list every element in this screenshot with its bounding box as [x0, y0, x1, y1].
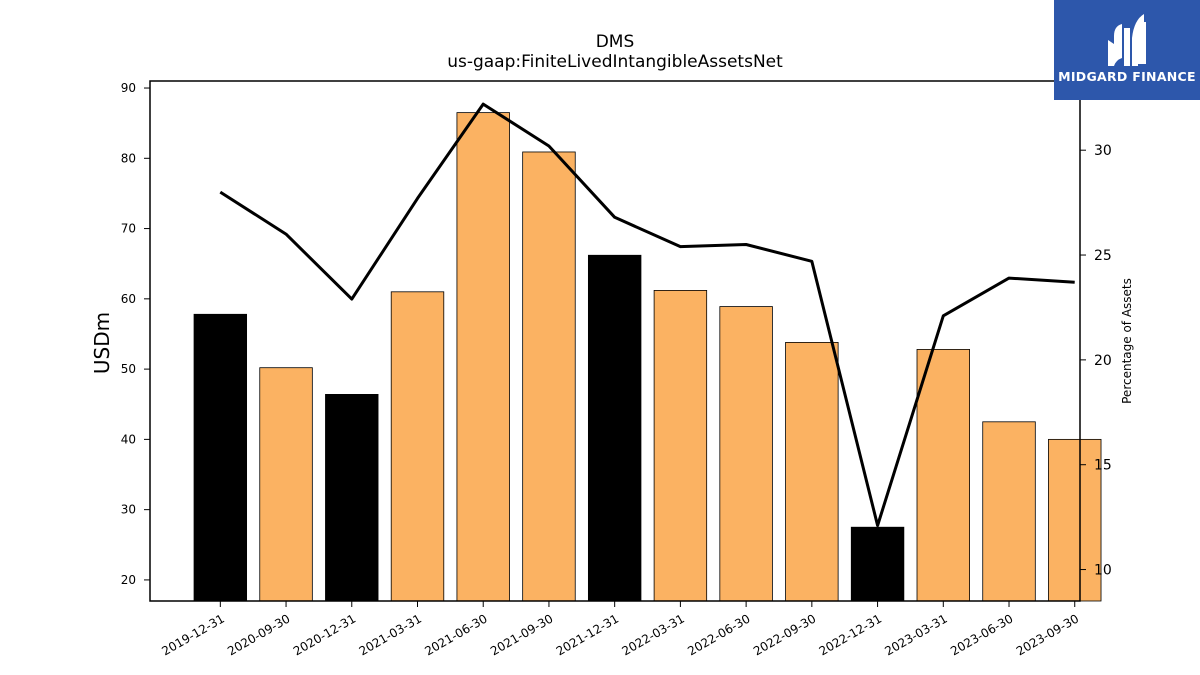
x-tick-label: 2020-09-30 — [225, 611, 292, 658]
x-axis: 2019-12-312020-09-302020-12-312021-03-31… — [159, 601, 1081, 658]
right-tick-label: 15 — [1094, 458, 1112, 474]
x-tick-label: 2019-12-31 — [159, 611, 226, 658]
midgard-logo-icon — [1108, 14, 1146, 66]
left-axis: 20 30 40 50 60 70 80 90 — [121, 81, 150, 587]
x-tick-label: 2021-03-31 — [357, 611, 424, 658]
x-tick-label: 2022-09-30 — [751, 611, 818, 658]
bar-2021-06-30 — [456, 112, 510, 602]
line-series — [219, 102, 1075, 527]
right-tick-label: 10 — [1094, 563, 1112, 579]
chart-subtitle: us-gaap:FiniteLivedIntangibleAssetsNet — [447, 52, 783, 72]
left-tick-label: 30 — [121, 503, 136, 517]
logo-text: MIDGARD FINANCE — [1058, 69, 1196, 84]
bar-2023-03-31 — [916, 349, 970, 602]
x-tick-label: 2021-12-31 — [554, 611, 621, 658]
y2-axis-label: Percentage of Assets — [1120, 278, 1134, 404]
y-axis-label: USDm — [90, 312, 114, 374]
left-tick-label: 80 — [121, 151, 136, 165]
x-tick-label: 2021-09-30 — [488, 611, 555, 658]
right-axis: 10 15 20 25 30 — [1080, 143, 1112, 579]
x-tick-label: 2023-03-31 — [882, 611, 949, 658]
x-tick-label: 2021-06-30 — [422, 611, 489, 658]
right-tick-label: 30 — [1094, 143, 1112, 159]
x-tick-label: 2023-06-30 — [948, 611, 1015, 658]
bar-2022-03-31 — [653, 290, 708, 602]
left-tick-label: 60 — [121, 292, 136, 306]
logo: MIDGARD FINANCE — [1054, 0, 1200, 100]
x-tick-label: 2022-03-31 — [619, 611, 686, 658]
bar-2023-06-30 — [982, 421, 1036, 602]
chart-title: DMS — [595, 32, 635, 52]
x-tick-label: 2023-09-30 — [1014, 611, 1081, 658]
bar-series — [193, 112, 1102, 602]
x-tick-label: 2022-12-31 — [817, 611, 884, 658]
x-tick-label: 2022-06-30 — [685, 611, 752, 658]
bar-2022-06-30 — [719, 306, 773, 602]
right-tick-label: 20 — [1094, 353, 1112, 369]
bar-2021-03-31 — [390, 291, 445, 602]
percentage-line — [219, 102, 1075, 527]
bar-2021-09-30 — [522, 151, 576, 602]
bar-2020-12-31 — [325, 394, 379, 602]
bar-2023-09-30 — [1048, 438, 1102, 602]
left-tick-label: 50 — [121, 362, 136, 376]
bar-2019-12-31 — [193, 313, 248, 602]
bar-2022-12-31 — [850, 526, 905, 602]
x-tick-label: 2020-12-31 — [291, 611, 358, 658]
right-tick-label: 25 — [1094, 248, 1112, 264]
bar-2022-09-30 — [785, 342, 839, 602]
bar-2021-12-31 — [587, 254, 642, 602]
left-tick-label: 20 — [121, 573, 136, 587]
left-tick-label: 40 — [121, 432, 136, 446]
left-tick-label: 90 — [121, 81, 136, 95]
left-tick-label: 70 — [121, 222, 136, 236]
bar-2020-09-30 — [259, 367, 313, 602]
